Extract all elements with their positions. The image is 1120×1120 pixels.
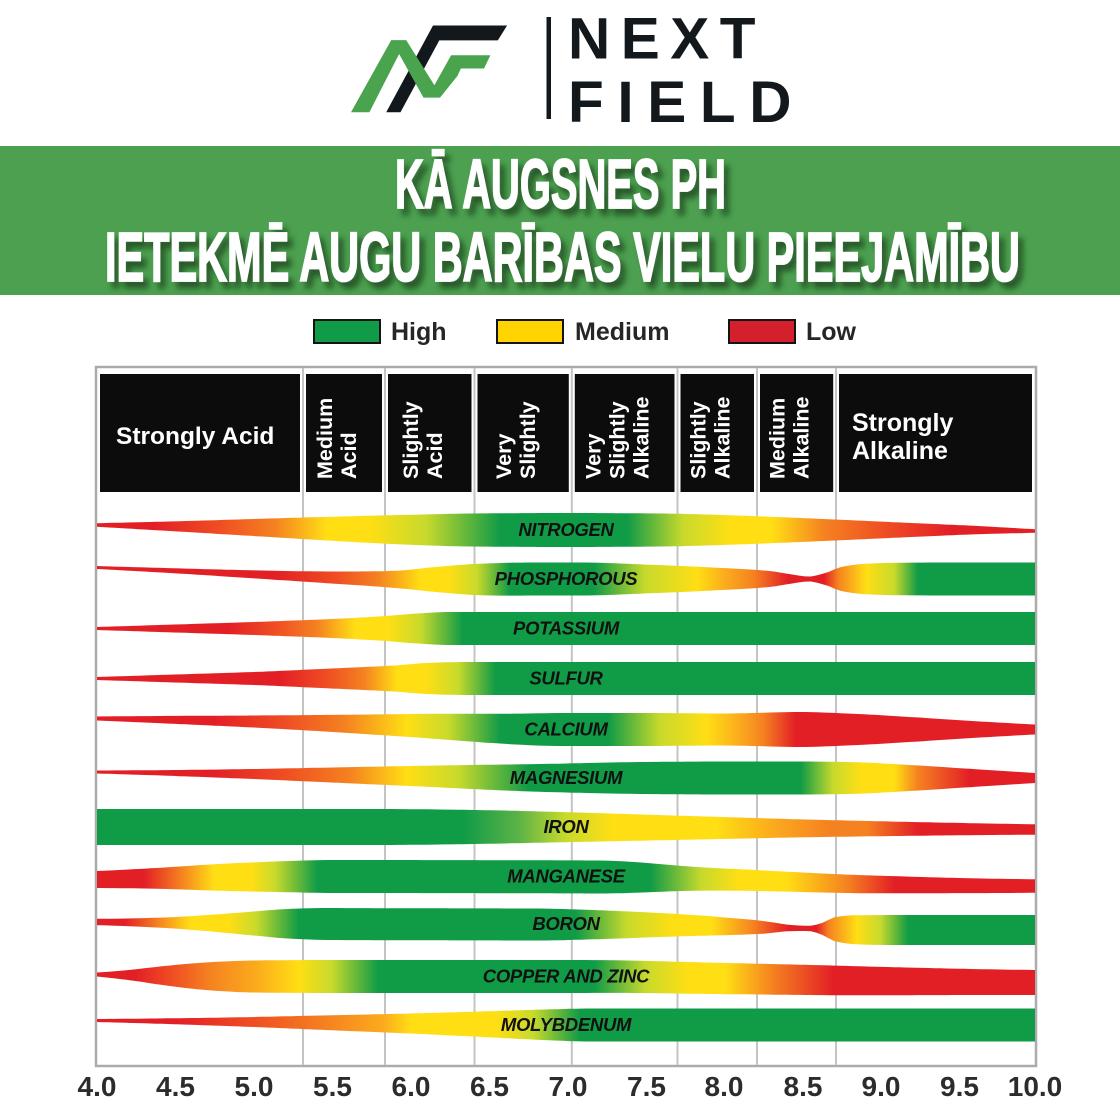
svg-text:6.5: 6.5	[470, 1071, 509, 1102]
svg-text:Alkaline: Alkaline	[790, 397, 814, 479]
svg-text:MANGANESE: MANGANESE	[507, 866, 626, 887]
svg-text:Alkaline: Alkaline	[852, 437, 948, 465]
svg-text:MOLYBDENUM: MOLYBDENUM	[501, 1014, 632, 1035]
svg-text:4.0: 4.0	[78, 1071, 117, 1102]
svg-text:9.5: 9.5	[940, 1071, 979, 1102]
svg-text:Slightly: Slightly	[399, 401, 423, 479]
svg-text:Medium: Medium	[313, 398, 337, 479]
svg-text:Strongly Acid: Strongly Acid	[116, 423, 274, 450]
svg-text:Alkaline: Alkaline	[710, 397, 734, 479]
svg-text:COPPER AND ZINC: COPPER AND ZINC	[483, 966, 650, 987]
svg-text:FIELD: FIELD	[568, 70, 803, 135]
svg-text:7.0: 7.0	[549, 1071, 588, 1102]
svg-text:4.5: 4.5	[156, 1071, 195, 1102]
svg-text:IETEKMĒ AUGU BARĪBAS VIELU PIE: IETEKMĒ AUGU BARĪBAS VIELU PIEEJAMĪBU	[105, 218, 1020, 296]
svg-text:Acid: Acid	[423, 432, 447, 479]
svg-text:Acid: Acid	[337, 432, 361, 479]
svg-text:NITROGEN: NITROGEN	[518, 519, 614, 540]
svg-text:Very: Very	[492, 434, 516, 479]
svg-text:CALCIUM: CALCIUM	[524, 719, 608, 740]
svg-text:Strongly: Strongly	[852, 409, 953, 437]
svg-text:POTASSIUM: POTASSIUM	[513, 618, 620, 639]
svg-text:5.0: 5.0	[235, 1071, 274, 1102]
svg-text:9.0: 9.0	[862, 1071, 901, 1102]
svg-text:6.0: 6.0	[392, 1071, 431, 1102]
svg-text:Slightly: Slightly	[686, 401, 710, 479]
svg-text:IRON: IRON	[543, 816, 589, 837]
svg-text:MAGNESIUM: MAGNESIUM	[510, 767, 623, 788]
svg-text:Very: Very	[582, 434, 606, 479]
svg-text:Medium: Medium	[766, 398, 790, 479]
svg-text:Slightly: Slightly	[606, 401, 630, 479]
svg-text:10.0: 10.0	[1008, 1071, 1063, 1102]
svg-text:KĀ AUGSNES PH: KĀ AUGSNES PH	[395, 145, 726, 223]
svg-text:Slightly: Slightly	[516, 401, 540, 479]
svg-text:8.5: 8.5	[784, 1071, 823, 1102]
svg-text:8.0: 8.0	[705, 1071, 744, 1102]
svg-text:5.5: 5.5	[313, 1071, 352, 1102]
svg-text:7.5: 7.5	[627, 1071, 666, 1102]
svg-text:PHOSPHOROUS: PHOSPHOROUS	[495, 568, 639, 589]
svg-text:SULFUR: SULFUR	[529, 668, 603, 689]
svg-text:NEXT: NEXT	[568, 7, 767, 72]
svg-text:Alkaline: Alkaline	[630, 397, 654, 479]
svg-text:BORON: BORON	[532, 913, 600, 934]
